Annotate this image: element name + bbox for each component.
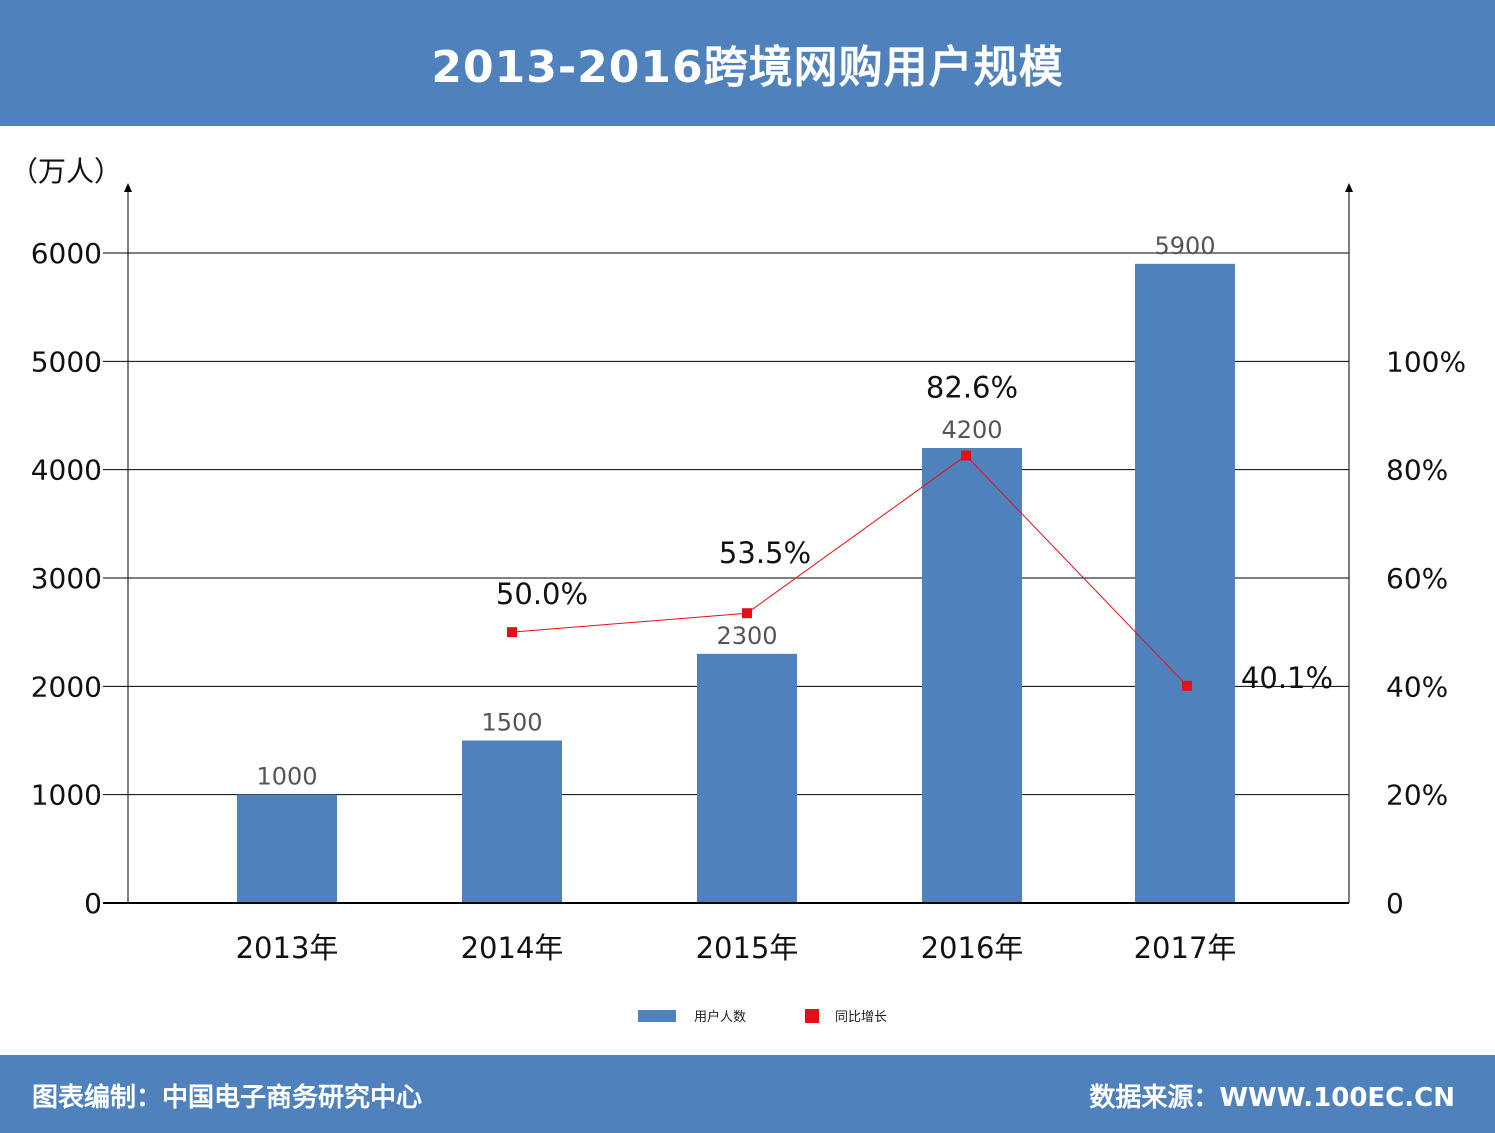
bar-value-label: 2300 <box>716 622 777 650</box>
y-axis-unit-label: （万人） <box>10 155 123 188</box>
growth-value-label: 82.6% <box>926 371 1018 405</box>
growth-value-label: 50.0% <box>496 577 588 611</box>
bar-value-label: 4200 <box>941 416 1002 444</box>
y2-tick-label: 80% <box>1386 454 1448 487</box>
bar <box>1135 263 1235 903</box>
x-tick-label: 2015年 <box>696 931 799 965</box>
y-tick-label: 1000 <box>31 779 102 812</box>
y-tick-label: 4000 <box>31 454 102 487</box>
legend-line-label: 同比增长 <box>835 1010 888 1025</box>
growth-value-label: 53.5% <box>719 536 811 570</box>
y-tick-label: 0 <box>84 887 102 920</box>
y-tick-label: 3000 <box>31 562 102 595</box>
y2-axis-arrow <box>1345 183 1353 192</box>
bar <box>922 448 1022 903</box>
y-tick-label: 2000 <box>31 670 102 703</box>
growth-line <box>511 454 1188 687</box>
x-tick-label: 2016年 <box>921 931 1024 965</box>
legend-line-swatch <box>805 1008 819 1023</box>
y2-tick-label: 60% <box>1386 562 1448 595</box>
chart-header: 2013-2016跨境网购用户规模 <box>0 0 1495 126</box>
y-tick-label: 5000 <box>31 345 102 378</box>
chart-footer: 图表编制：中国电子商务研究中心 数据来源：WWW.100EC.CN <box>0 1055 1495 1133</box>
growth-point <box>507 627 517 638</box>
y2-tick-label: 20% <box>1386 779 1448 812</box>
y2-tick-label: 0 <box>1386 887 1404 920</box>
legend-item-line: 同比增长 <box>805 1006 887 1025</box>
bar-value-label: 1500 <box>481 709 542 737</box>
x-tick-label: 2017年 <box>1134 931 1237 965</box>
bar <box>237 794 337 903</box>
legend-bar-swatch <box>638 1009 676 1022</box>
legend-bar-label: 用户人数 <box>694 1010 747 1025</box>
y2-tick-label: 100% <box>1386 345 1466 378</box>
y-tick-label: 6000 <box>31 237 102 270</box>
growth-point <box>1182 680 1192 691</box>
x-tick-label: 2013年 <box>236 931 339 965</box>
footer-credit: 图表编制：中国电子商务研究中心 <box>32 1083 423 1113</box>
chart-legend: 用户人数 同比增长 <box>0 1006 1495 1026</box>
y2-tick-label: 40% <box>1386 670 1448 703</box>
footer-source: 数据来源：WWW.100EC.CN <box>1089 1083 1455 1113</box>
bar-value-label: 1000 <box>256 763 317 791</box>
combo-chart: 0 1000 2000 3000 4000 5000 6000 0 20% 40% 60% 80% 10… <box>31 183 1466 965</box>
legend-item-bar: 用户人数 <box>638 1006 746 1025</box>
growth-point <box>961 450 971 461</box>
x-tick-label: 2014年 <box>461 931 564 965</box>
bar <box>462 740 562 903</box>
chart-title: 2013-2016跨境网购用户规模 <box>431 42 1064 93</box>
bar <box>697 653 797 903</box>
bar-value-label: 5900 <box>1154 232 1215 260</box>
growth-value-label: 40.1% <box>1241 661 1333 695</box>
growth-point <box>742 608 752 619</box>
y-axis-arrow <box>124 183 132 192</box>
